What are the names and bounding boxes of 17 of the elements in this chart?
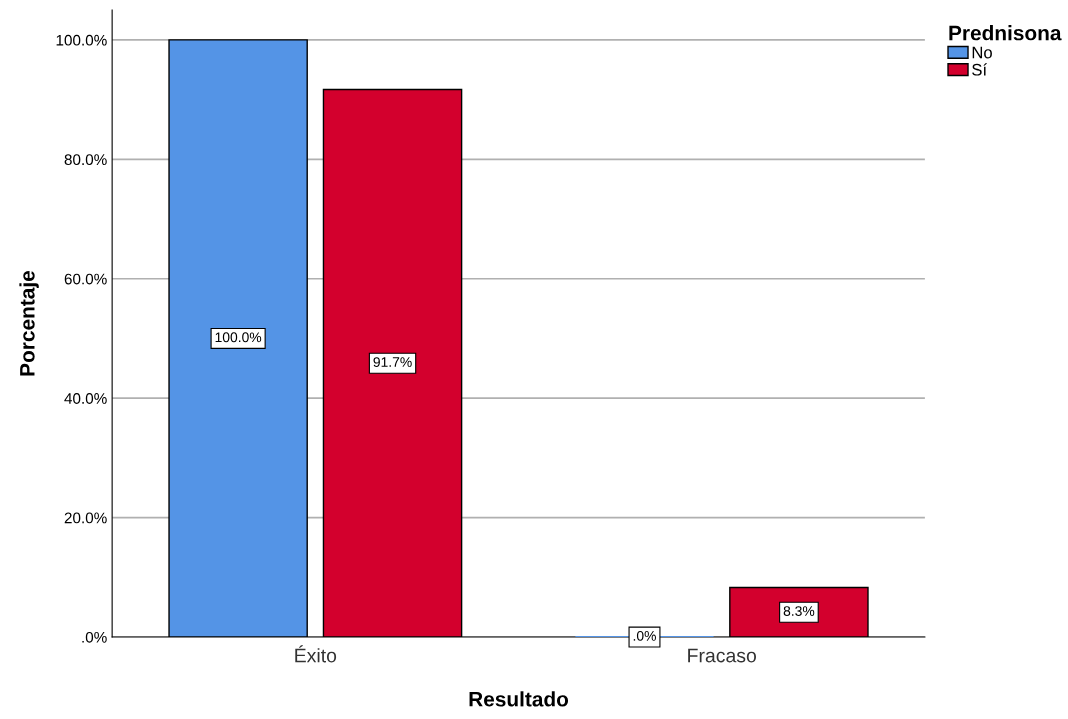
y-tick-label: 60.0% [64, 273, 107, 285]
y-tick-label: 40.0% [64, 393, 107, 404]
data-label: .0% [633, 630, 656, 641]
y-tick-label: .0% [82, 631, 107, 643]
legend-label: Sí [972, 63, 988, 76]
y-axis-title: Porcentaje [19, 270, 39, 376]
x-axis-title: Resultado [469, 691, 569, 707]
y-tick-label: 20.0% [64, 512, 107, 524]
data-label: 100.0% [215, 332, 262, 343]
legend-label: No [972, 46, 992, 59]
data-label: 91.7% [373, 357, 412, 367]
data-label: 8.3% [783, 606, 815, 616]
x-tick-label: Éxito [295, 645, 337, 663]
legend-title: Prednisona [949, 25, 1062, 41]
y-tick-label: 80.0% [64, 154, 107, 166]
y-tick-label: 100.0% [56, 34, 107, 46]
x-tick-label: Fracaso [688, 648, 757, 663]
